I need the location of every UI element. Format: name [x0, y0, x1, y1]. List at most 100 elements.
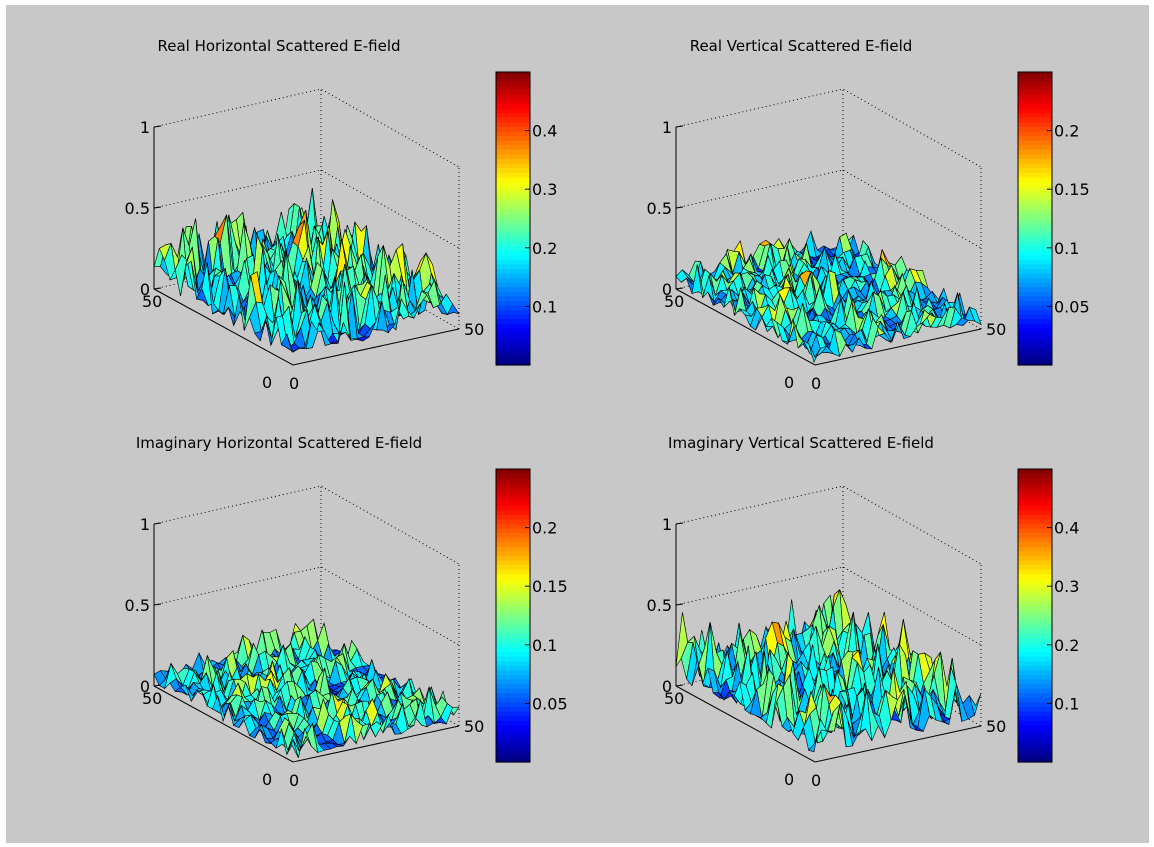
colorbar-frame: [1017, 468, 1053, 763]
z-tick: [153, 206, 162, 209]
colorbar-tick-label: 0.1: [1054, 239, 1079, 258]
colorbar-swatch: [496, 734, 530, 740]
colorbar-swatch: [496, 482, 530, 488]
colorbar-tick-label: 0.4: [532, 122, 557, 141]
colorbar-swatch: [1018, 620, 1052, 626]
colorbar-swatch: [496, 113, 530, 119]
colorbar-swatch: [1018, 496, 1052, 502]
z-tick-label: 0.5: [647, 596, 672, 615]
colorbar-swatch: [496, 578, 530, 585]
surface-plot: [153, 618, 460, 758]
colorbar-swatch: [496, 268, 530, 275]
colorbar-swatch: [496, 72, 530, 78]
colorbar-swatch: [1018, 473, 1052, 479]
colorbar-swatch: [1018, 158, 1052, 165]
colorbar-swatch: [1018, 505, 1052, 511]
colorbar-swatch: [496, 606, 530, 612]
grid-line: [153, 169, 460, 249]
colorbar-tick-label: 0.4: [1054, 519, 1079, 538]
colorbar-swatch: [1018, 305, 1052, 311]
floor-edge: [153, 288, 460, 366]
colorbar-swatch: [496, 523, 530, 530]
colorbar-swatch: [1018, 108, 1052, 114]
colorbar-swatch: [1018, 542, 1052, 548]
colorbar-swatch: [496, 273, 530, 279]
colorbar-swatch: [496, 351, 530, 357]
y-tick-label: 50: [664, 292, 684, 311]
colorbar-swatch: [496, 154, 530, 160]
colorbar-swatch: [496, 716, 530, 722]
colorbar-swatch: [1018, 163, 1052, 169]
colorbar-swatch: [496, 213, 530, 220]
colorbar-swatch: [496, 752, 530, 759]
colorbar-swatch: [496, 642, 530, 649]
colorbar-tick-label: 0.2: [532, 519, 557, 538]
z-tick-label: 1: [662, 118, 672, 137]
colorbar-swatch: [496, 620, 530, 626]
colorbar-frame: [495, 71, 531, 366]
surface-patch: [898, 324, 912, 340]
surface-patch: [808, 718, 821, 753]
colorbar-swatch: [1018, 565, 1052, 571]
colorbar-swatch: [1018, 757, 1052, 763]
colorbar-swatch: [496, 629, 530, 635]
colorbar-swatch: [496, 743, 530, 749]
y-tick-label: 0: [784, 373, 794, 392]
colorbar-swatch: [496, 291, 530, 297]
colorbar-swatch: [1018, 624, 1052, 630]
colorbar-swatch: [1018, 310, 1052, 316]
colorbar-swatch: [1018, 264, 1052, 270]
colorbar-swatch: [496, 688, 530, 694]
colorbar-swatch: [496, 163, 530, 169]
colorbar-swatch: [496, 126, 530, 133]
colorbar-swatch: [496, 729, 530, 736]
colorbar-swatch: [1018, 76, 1052, 82]
subplot-3: Imaginary Horizontal Scattered E-field00…: [125, 434, 568, 790]
colorbar-swatch: [1018, 656, 1052, 662]
surface-plot: [675, 589, 982, 753]
colorbar-swatch: [1018, 90, 1052, 96]
y-tick-label: 0: [262, 373, 272, 392]
z-tick-label: 0: [140, 280, 150, 299]
colorbar-frame: [1017, 71, 1053, 366]
z-tick-label: 0: [662, 677, 672, 696]
colorbar-swatch: [1018, 748, 1052, 754]
colorbar-swatch: [496, 300, 530, 307]
colorbar-swatch: [1018, 346, 1052, 352]
colorbar-swatch: [1018, 287, 1052, 293]
colorbar-swatch: [1018, 94, 1052, 101]
colorbar-swatch: [496, 296, 530, 302]
colorbar-swatch: [1018, 665, 1052, 672]
colorbar-swatch: [1018, 85, 1052, 91]
colorbar-swatch: [1018, 702, 1052, 708]
colorbar-swatch: [1018, 351, 1052, 357]
colorbar-swatch: [496, 227, 530, 233]
colorbar-swatch: [1018, 99, 1052, 105]
colorbar-swatch: [1018, 278, 1052, 284]
colorbar-swatch: [496, 675, 530, 681]
colorbar-swatch: [496, 702, 530, 708]
figure-canvas: Real Horizontal Scattered E-field 0 0.5 1 50…: [125, 37, 1090, 790]
colorbar-tick-label: 0.2: [1054, 636, 1079, 655]
colorbar-swatch: [496, 473, 530, 479]
colorbar-swatch: [1018, 232, 1052, 238]
colorbar-swatch: [1018, 360, 1052, 366]
colorbar: 0.05 0.1 0.15 0.2: [1017, 71, 1090, 366]
colorbar-swatch: [1018, 752, 1052, 759]
colorbar-swatch: [1018, 688, 1052, 694]
colorbar-swatch: [496, 255, 530, 261]
colorbar-swatch: [496, 218, 530, 224]
colorbar-swatch: [496, 314, 530, 320]
y-tick-label: 50: [142, 689, 162, 708]
colorbar-swatch: [1018, 296, 1052, 302]
colorbar-swatch: [496, 195, 530, 201]
colorbar-swatch: [1018, 707, 1052, 713]
colorbar-swatch: [1018, 546, 1052, 553]
colorbar-swatch: [1018, 282, 1052, 288]
colorbar-swatch: [1018, 519, 1052, 525]
colorbar-swatch: [1018, 236, 1052, 242]
grid-line: [675, 169, 982, 249]
z-tick: [675, 287, 684, 290]
colorbar-swatch: [1018, 478, 1052, 484]
colorbar-swatch: [1018, 104, 1052, 110]
